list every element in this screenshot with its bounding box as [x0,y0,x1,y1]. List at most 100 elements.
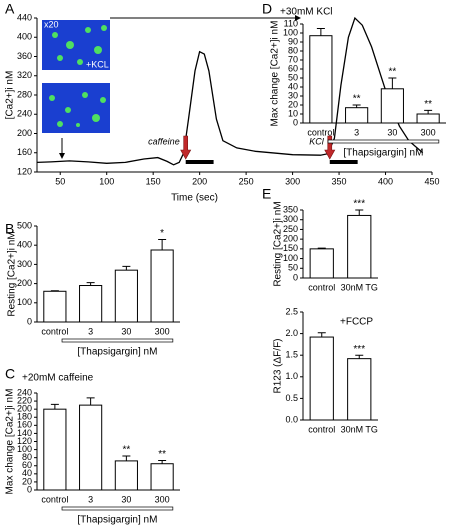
group-bar [327,139,440,144]
y-tick-label: 400 [17,32,32,42]
y-tick-label: 150 [283,243,298,253]
panel-letter: B [5,221,14,237]
y-tick-label: 2.5 [285,306,298,316]
y-axis-label: Resting [Ca2+]i nM [7,231,18,316]
error-bar [317,332,326,338]
error-bar [355,354,364,359]
x-tick-label: 100 [99,176,114,186]
y-tick-label: 120 [17,166,32,176]
x-tick-label: 350 [332,176,347,186]
panel-letter: A [5,1,15,17]
error-bar [50,290,59,292]
significance: ** [353,94,361,105]
y-tick-label: 50 [288,72,298,82]
y-tick-label: 0.0 [285,414,298,424]
error-bar [158,238,167,250]
stimulus-label: caffeine [148,136,180,146]
y-tick-label: 80 [288,45,298,55]
significance: ** [122,445,130,456]
x-tick-label: control [308,424,335,434]
y-tick-label: 30 [288,90,298,100]
stimulus-arrow [180,135,192,160]
x-axis-label: [Thapsigargin] nM [77,347,157,358]
x-tick-label: 300 [155,326,170,336]
bar [309,35,333,124]
y-tick-label: 220 [17,395,32,405]
y-tick-label: 500 [17,220,32,230]
error-bar [86,282,95,286]
x-tick-label: control [41,326,68,336]
y-tick-label: 200 [17,404,32,414]
y-tick-label: 0 [293,117,298,127]
y-tick-label: 320 [17,70,32,80]
significance: ** [424,99,432,110]
group-bar [61,506,174,511]
x-tick-label: 30nM TG [341,282,378,292]
significance: ** [388,67,396,78]
bar [150,463,174,491]
y-tick-label: 10 [288,108,298,118]
y-tick-label: 100 [17,444,32,454]
y-tick-label: 200 [283,234,298,244]
y-tick-label: 40 [22,468,32,478]
y-tick-label: 400 [17,240,32,250]
x-tick-label: 450 [424,176,439,186]
x-tick-label: 400 [378,176,393,186]
x-tick-label: 30 [121,494,131,504]
y-tick-label: 360 [17,51,32,61]
y-axis-label: Resting [Ca2+]i nM [273,201,284,286]
stimulus-bar [185,160,214,164]
error-bar [388,77,397,89]
y-tick-label: 160 [17,420,32,430]
y-tick-label: 60 [288,63,298,73]
bar [416,113,440,124]
stimulus-arrow [324,135,336,160]
significance: * [160,228,164,239]
y-tick-label: 80 [22,452,32,462]
inset-images [42,15,301,159]
y-tick-label: 300 [283,214,298,224]
bar [150,249,174,323]
y-tick-label: 100 [17,297,32,307]
error-bar [158,459,167,464]
y-axis-label: Max change [Ca2+]i nM [5,389,16,495]
error-bar [122,455,131,461]
group-bar [61,338,174,343]
y-tick-label: 0 [27,316,32,326]
y-tick-label: 0.5 [285,393,298,403]
y-axis-label: [Ca2+]i nM [5,71,16,120]
significance: *** [353,344,365,355]
y-tick-label: 0 [27,484,32,494]
y-tick-label: 1.0 [285,371,298,381]
x-tick-label: control [307,127,334,137]
error-bar [316,28,325,36]
y-tick-label: 140 [17,428,32,438]
x-tick-label: control [308,282,335,292]
stimulus-bar [329,160,358,164]
y-tick-label: 120 [17,436,32,446]
y-tick-label: 440 [17,12,32,22]
bar [347,214,372,279]
y-tick-label: 100 [283,253,298,263]
y-tick-label: 240 [17,387,32,397]
y-axis-label: R123 (ΔF/F) [273,338,284,393]
y-tick-label: 350 [283,204,298,214]
y-tick-label: 300 [17,259,32,269]
x-tick-label: 30 [121,326,131,336]
x-tick-label: 30nM TG [341,424,378,434]
y-tick-label: 40 [288,81,298,91]
bar [79,285,103,323]
inset-image [42,20,110,70]
x-tick-label: 150 [146,176,161,186]
y-tick-label: 50 [288,263,298,273]
y-tick-label: 1.5 [285,350,298,360]
x-tick-label: 300 [285,176,300,186]
error-bar [50,403,59,410]
panel-title: +FCCP [340,317,373,328]
bar [79,404,103,491]
error-bar [352,104,361,108]
panel-title: +20mM caffeine [22,373,94,384]
bar [309,336,334,421]
x-tick-label: 200 [192,176,207,186]
